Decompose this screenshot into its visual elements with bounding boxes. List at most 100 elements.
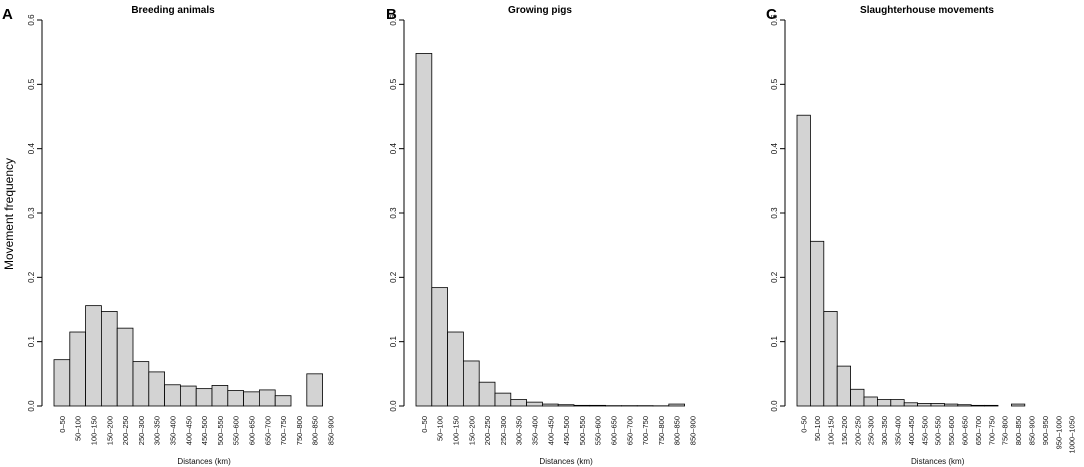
bar <box>116 327 134 407</box>
y-tick-label: 0.5 <box>27 78 36 90</box>
bar <box>573 404 591 407</box>
chart-title: Growing pigs <box>508 5 572 16</box>
x-tick-label: 100–150 <box>827 416 836 445</box>
bar <box>877 399 892 407</box>
x-tick-label: 350–400 <box>894 416 903 445</box>
x-tick-label: 150–200 <box>105 416 114 445</box>
bar <box>984 404 999 407</box>
x-tick-label: 700–750 <box>641 416 650 445</box>
x-tick-label: 550–600 <box>594 416 603 445</box>
y-tick-label: 0.5 <box>389 78 398 90</box>
y-tick-label: 0.6 <box>770 14 779 26</box>
x-tick-label: 50–100 <box>74 416 83 441</box>
panel-letter: A <box>2 6 13 23</box>
x-tick-label: 300–350 <box>153 416 162 445</box>
x-tick-label: 600–650 <box>961 416 970 445</box>
chart-title: Breeding animals <box>131 5 215 16</box>
x-tick-label: 600–650 <box>248 416 257 445</box>
bar <box>195 388 213 407</box>
x-tick-label: 700–750 <box>279 416 288 445</box>
bar <box>903 402 919 407</box>
x-axis-title: Distances (km) <box>911 457 965 466</box>
x-tick-label: 250–300 <box>499 416 508 445</box>
y-tick-label: 0.2 <box>389 271 398 283</box>
x-tick-label: 0–50 <box>800 416 809 433</box>
bar <box>823 311 838 407</box>
bar <box>863 396 878 407</box>
x-tick-label: 350–400 <box>531 416 540 445</box>
bar <box>53 359 71 407</box>
bar <box>85 305 102 407</box>
bar <box>227 390 245 407</box>
bar <box>557 404 575 407</box>
x-tick-label: 150–200 <box>840 416 849 445</box>
x-tick-label: 800–850 <box>311 416 320 445</box>
x-tick-label: 100–150 <box>90 416 99 445</box>
bar <box>447 331 464 407</box>
x-tick-label: 350–400 <box>169 416 178 445</box>
y-tick-label: 0.1 <box>770 336 779 348</box>
x-tick-label: 550–600 <box>947 416 956 445</box>
bar <box>132 361 150 407</box>
x-tick-label: 300–350 <box>880 416 889 445</box>
x-tick-label: 700–750 <box>987 416 996 445</box>
y-tick-label: 0.0 <box>389 400 398 412</box>
figure-ylabel: Movement frequency <box>2 158 16 270</box>
bar <box>148 371 166 407</box>
x-tick-label: 400–450 <box>907 416 916 445</box>
x-tick-label: 850–900 <box>689 416 698 445</box>
bar <box>850 388 865 407</box>
x-tick-label: 50–100 <box>813 416 822 441</box>
y-tick-label: 0.2 <box>770 271 779 283</box>
bar <box>69 331 87 407</box>
bar <box>164 384 181 407</box>
x-tick-label: 250–300 <box>137 416 146 445</box>
bar <box>668 403 685 407</box>
panel-slaughterhouse-movements: C Slaughterhouse movements 0.0 0.1 0.2 0.3 0.4… <box>766 5 1077 466</box>
y-tick-label: 0.6 <box>389 14 398 26</box>
x-tick-label: 450–500 <box>200 416 209 445</box>
panel-growing-pigs: B Growing pigs 0.0 0.1 0.2 0.3 0.4 0.5 0.6 0–50 50… <box>386 5 698 466</box>
y-tick-label: 0.1 <box>27 336 36 348</box>
x-tick-label: 450–500 <box>562 416 571 445</box>
x-tick-label: 400–450 <box>546 416 555 445</box>
bar <box>917 403 932 407</box>
x-tick-label: 850–900 <box>1028 416 1037 445</box>
bar <box>542 403 559 407</box>
x-tick-label: 250–300 <box>867 416 876 445</box>
y-tick-label: 0.4 <box>389 143 398 155</box>
panel-letter: B <box>386 6 397 23</box>
bar <box>258 389 276 407</box>
bar <box>890 399 905 407</box>
x-tick-label: 650–700 <box>263 416 272 445</box>
y-tick-label: 0.4 <box>27 143 36 155</box>
x-tick-label: 400–450 <box>184 416 193 445</box>
bar <box>930 403 945 407</box>
x-tick-label: 500–550 <box>934 416 943 445</box>
x-tick-label: 650–700 <box>625 416 634 445</box>
y-tick-label: 0.4 <box>770 143 779 155</box>
y-tick-label: 0.0 <box>770 400 779 412</box>
x-tick-label: 850–900 <box>327 416 336 445</box>
panel-letter: C <box>766 6 777 23</box>
x-tick-label: 100–150 <box>452 416 461 445</box>
y-tick-label: 0.0 <box>27 400 36 412</box>
bar <box>243 391 260 407</box>
bar <box>944 403 959 407</box>
bar <box>957 404 972 407</box>
bar <box>415 53 433 407</box>
x-tick-label: 750–800 <box>657 416 666 445</box>
bar <box>970 404 986 407</box>
x-tick-label: 200–250 <box>483 416 492 445</box>
x-tick-label: 450–500 <box>920 416 929 445</box>
chart-title: Slaughterhouse movements <box>860 5 994 16</box>
x-tick-label: 150–200 <box>467 416 476 445</box>
x-tick-label: 600–650 <box>610 416 619 445</box>
x-tick-label: 500–550 <box>578 416 587 445</box>
x-axis-title: Distances (km) <box>177 457 231 466</box>
y-tick-label: 0.5 <box>770 78 779 90</box>
bar <box>274 395 292 407</box>
bar <box>796 114 811 407</box>
bar <box>101 311 118 407</box>
x-tick-label: 50–100 <box>436 416 445 441</box>
